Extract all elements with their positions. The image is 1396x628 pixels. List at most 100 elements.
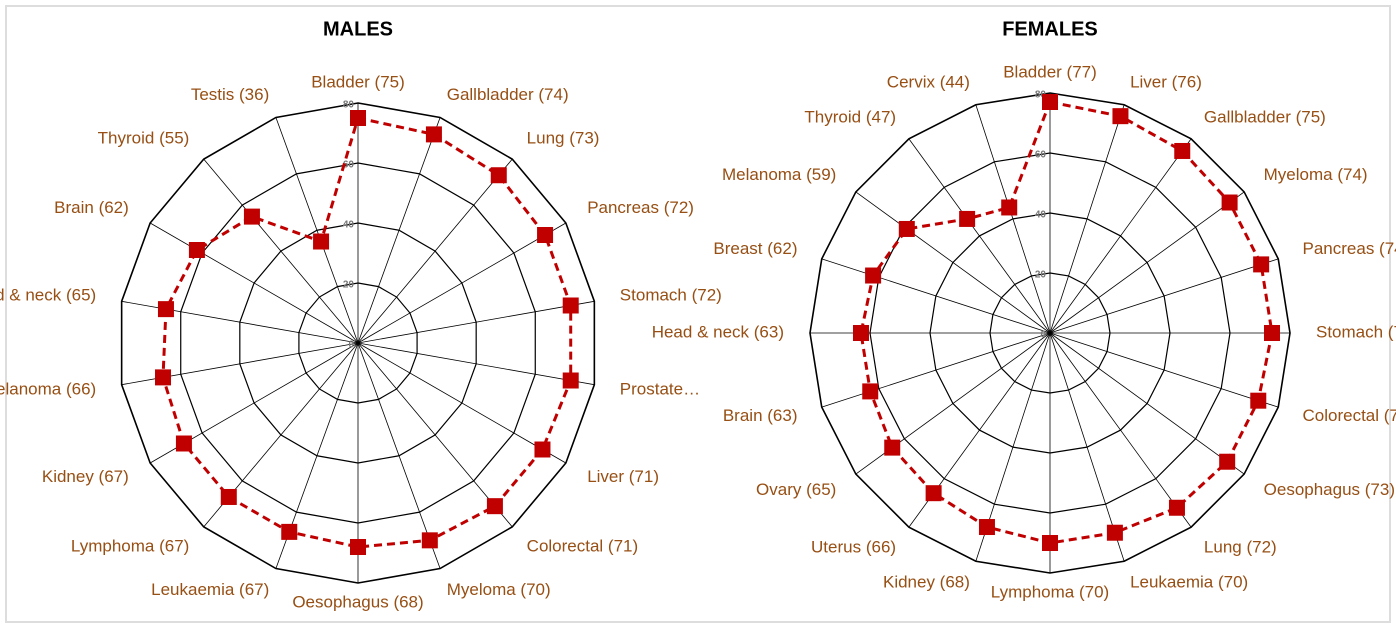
spoke: [1049, 332, 1125, 562]
spoke: [275, 117, 359, 344]
spoke: [357, 117, 441, 344]
marker: [862, 383, 879, 400]
category-label: Gallbladder (74): [447, 85, 569, 104]
category-label: Melanoma (59): [722, 165, 836, 184]
category-label: Myeloma (70): [447, 580, 551, 599]
spoke: [821, 258, 1051, 334]
spoke: [1049, 104, 1125, 334]
spoke: [1049, 332, 1192, 528]
marker: [1042, 94, 1058, 110]
category-label: Leukaemia (67): [151, 580, 269, 599]
category-label: Liver (71): [587, 467, 659, 486]
category-label: Head & neck (63): [652, 322, 784, 341]
r-tick-label: 0: [1040, 330, 1046, 341]
spoke: [1049, 191, 1245, 334]
chart-title: MALES: [323, 18, 393, 40]
category-label: Breast (62): [713, 239, 797, 258]
marker: [1264, 325, 1280, 341]
marker: [1221, 194, 1238, 211]
spoke: [149, 222, 359, 344]
spoke: [357, 158, 513, 344]
category-label: Brain (63): [723, 406, 798, 425]
spoke: [203, 158, 359, 344]
spoke: [1049, 258, 1279, 334]
marker: [1174, 142, 1191, 159]
marker: [1168, 499, 1185, 516]
frame: [5, 5, 1391, 623]
category-label: Stomach (72): [620, 286, 722, 305]
spoke: [1049, 332, 1279, 408]
category-label: Lymphoma (67): [71, 537, 189, 556]
spoke: [821, 332, 1051, 408]
marker: [1112, 108, 1129, 125]
marker: [421, 532, 438, 549]
marker: [175, 435, 192, 452]
marker: [898, 220, 915, 237]
r-tick-label: 20: [343, 280, 355, 291]
r-tick-label: 20: [1035, 270, 1047, 281]
marker: [220, 488, 237, 505]
marker: [562, 372, 579, 389]
marker: [1219, 453, 1236, 470]
category-label: Bladder (77): [1003, 62, 1097, 81]
marker: [884, 439, 901, 456]
marker: [978, 519, 995, 536]
marker: [188, 242, 205, 258]
marker: [155, 369, 172, 386]
category-label: Cervix (44): [887, 72, 970, 91]
marker: [313, 233, 330, 250]
r-tick-label: 0: [348, 340, 354, 351]
marker: [925, 485, 942, 502]
marker: [490, 167, 507, 184]
marker: [281, 523, 298, 540]
category-label: Melanoma (66): [0, 379, 96, 398]
category-label: Oesophagus (73): [1264, 480, 1395, 499]
chart-title: FEMALES: [1002, 18, 1098, 40]
spoke: [1049, 138, 1192, 334]
r-tick-label: 40: [1035, 210, 1047, 221]
marker: [350, 539, 366, 555]
category-label: Pancreas (72): [587, 198, 694, 217]
marker: [1106, 524, 1123, 541]
category-label: Head & neck (65): [0, 286, 96, 305]
category-label: Stomach (74): [1316, 322, 1396, 341]
category-label: Oesophagus (68): [292, 592, 423, 611]
category-label: Myeloma (74): [1264, 165, 1368, 184]
category-label: Liver (76): [1130, 72, 1202, 91]
marker: [243, 208, 260, 225]
marker: [1042, 535, 1058, 551]
r-tick-label: 40: [343, 220, 355, 231]
category-label: Kidney (67): [42, 467, 129, 486]
category-label: Leukaemia (70): [1130, 573, 1248, 592]
category-label: Brain (62): [54, 198, 129, 217]
spoke: [975, 104, 1051, 334]
category-label: Colorectal (71): [527, 537, 639, 556]
category-label: Pancreas (74): [1303, 239, 1396, 258]
category-label: Lung (73): [527, 128, 600, 147]
marker: [486, 498, 503, 515]
spoke: [357, 222, 567, 344]
marker: [537, 227, 554, 243]
category-label: Testis (36): [191, 85, 269, 104]
marker: [1253, 256, 1270, 273]
marker: [1001, 199, 1018, 216]
category-label: Thyroid (47): [804, 107, 896, 126]
category-label: Prostate…: [620, 379, 700, 398]
r-tick-label: 60: [343, 160, 355, 171]
marker: [157, 301, 174, 318]
category-label: Lung (72): [1204, 538, 1277, 557]
category-label: Thyroid (55): [98, 128, 190, 147]
marker: [865, 267, 882, 284]
marker: [1250, 392, 1267, 409]
category-label: Uterus (66): [811, 538, 896, 557]
r-tick-label: 80: [1035, 90, 1047, 101]
spoke: [357, 342, 567, 464]
marker: [959, 210, 976, 227]
spoke: [357, 342, 513, 528]
category-label: Gallbladder (75): [1204, 107, 1326, 126]
marker: [562, 297, 579, 314]
spoke: [1049, 332, 1245, 475]
r-tick-label: 60: [1035, 150, 1047, 161]
category-label: Ovary (65): [756, 480, 836, 499]
